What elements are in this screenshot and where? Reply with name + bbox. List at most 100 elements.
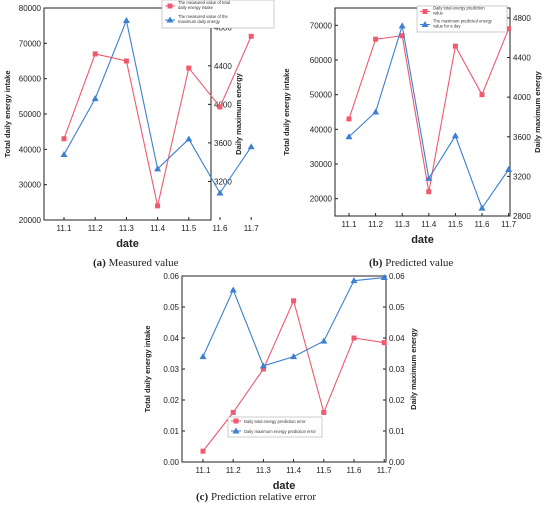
y2-tick-label: 3200: [214, 177, 232, 186]
data-point: [260, 366, 266, 372]
x-tick-label: 11.1: [196, 466, 212, 475]
data-point: [91, 95, 99, 102]
x-tick-label: 11.5: [316, 466, 332, 475]
y-tick-label: 30000: [19, 181, 42, 190]
x-tick-label: 11.7: [377, 466, 393, 475]
data-point: [200, 448, 206, 454]
y-tick-label: 0.04: [163, 334, 179, 343]
chart-predicted-value: 20000 30000 40000 50000 60000 70000 2800 3200 36…: [277, 0, 550, 255]
legend-marker: [421, 21, 429, 27]
data-point: [186, 65, 192, 71]
y-tick-label: 80000: [19, 4, 42, 13]
y2-tick-label: 2800: [513, 212, 531, 221]
legend-box: [227, 416, 323, 438]
caption-text: Prediction relative error: [210, 491, 317, 503]
y2-tick-label: 4400: [214, 62, 232, 71]
y-tick-label: 50000: [19, 110, 42, 119]
data-point: [350, 277, 358, 284]
data-point: [199, 353, 207, 360]
y2-tick-label: 4400: [513, 54, 531, 63]
data-point: [452, 43, 458, 49]
y2-axis-title: Daily maximum energy: [234, 72, 243, 155]
x-tick-label: 11.7: [501, 220, 517, 229]
legend-marker: [233, 418, 239, 424]
data-point: [216, 189, 224, 196]
data-point: [380, 274, 388, 281]
y-tick-label: 30000: [310, 160, 333, 169]
plot-area: 20000 30000 40000 50000 60000 70000 2800 3200 36…: [282, 6, 542, 247]
y2-tick-label: 0.01: [389, 427, 405, 436]
y-tick-label: 0.01: [163, 427, 179, 436]
legend-label-cont: value: [433, 11, 444, 16]
y2-tick-label: 4000: [214, 100, 232, 109]
y-tick-label: 70000: [310, 21, 333, 30]
chart-prediction-relative-error: 0.00 0.01 0.02 0.03 0.04 0.05 0.06 0.00 0.01 0.02…: [140, 270, 418, 492]
data-point: [505, 165, 513, 172]
data-point: [92, 51, 98, 57]
y-tick-label: 40000: [310, 125, 333, 134]
x-tick-label: 11.2: [88, 224, 104, 233]
data-point: [506, 26, 512, 32]
legend-label-cont: daily energy intake: [178, 5, 214, 10]
data-point: [345, 133, 353, 140]
data-point: [229, 286, 237, 293]
data-point: [185, 135, 193, 142]
data-point: [398, 22, 406, 29]
legend-marker: [232, 427, 240, 434]
caption-text: Measured value: [108, 257, 179, 269]
legend-label: Daily maximum energy prediction error: [244, 429, 317, 434]
y-tick-label: 70000: [19, 39, 42, 48]
x-tick-label: 11.5: [181, 224, 197, 233]
x-axis-title: date: [411, 234, 434, 246]
x-tick-label: 11.5: [448, 220, 464, 229]
caption-prediction-relative-error: (c) Prediction relative error: [196, 491, 316, 503]
data-point: [351, 335, 357, 341]
y-tick-label: 0.03: [163, 365, 179, 374]
data-point: [217, 104, 223, 110]
y-tick-label: 50000: [310, 91, 333, 100]
legend-box: [416, 5, 508, 33]
x-tick-label: 11.6: [213, 224, 229, 233]
legend-marker: [166, 16, 174, 23]
legend-box: [161, 0, 275, 29]
data-point: [346, 116, 352, 122]
data-point: [247, 143, 255, 150]
y-tick-label: 0.00: [163, 458, 179, 467]
legend-label: Daily total energy prediction: [433, 6, 485, 11]
y2-tick-label: 0.04: [389, 334, 405, 343]
legend-label: Daily total energy prediction error: [244, 419, 306, 424]
x-tick-label: 11.6: [475, 220, 491, 229]
y2-tick-label: 4800: [513, 14, 531, 23]
plot-area: 20000 30000 40000 50000 60000 70000 80000 3200 3…: [3, 0, 275, 250]
y2-axis-title: Daily maximum energy: [409, 327, 418, 410]
legend-label: The measured value of total: [178, 0, 230, 5]
data-point: [399, 33, 405, 39]
data-point: [155, 203, 161, 209]
y2-axis-title: Daily maximum energy: [533, 70, 542, 153]
data-point: [230, 409, 236, 415]
y2-tick-label: 0.03: [389, 365, 405, 374]
y-tick-label: 0.05: [163, 303, 179, 312]
y2-tick-label: 3200: [513, 172, 531, 181]
data-point: [451, 132, 459, 139]
data-point: [60, 150, 68, 157]
y2-tick-label: 0.00: [389, 458, 405, 467]
legend-label-cont: maximum daily energy: [178, 19, 221, 24]
caption-text: Predicted value: [385, 257, 454, 269]
caption-label: (c): [196, 491, 209, 503]
plot-area: 0.00 0.01 0.02 0.03 0.04 0.05 0.06 0.00 0.01 0.02…: [143, 272, 418, 492]
y-axis-title: Total daily energy intake: [282, 69, 291, 156]
x-tick-label: 11.6: [347, 466, 363, 475]
legend-label-cont: value for a day: [433, 24, 461, 29]
data-point: [479, 92, 485, 98]
x-axis-title: date: [116, 238, 139, 250]
legend-marker: [167, 3, 173, 9]
data-point: [122, 17, 130, 24]
data-point: [259, 362, 267, 369]
y2-tick-label: 0.05: [389, 303, 405, 312]
x-axis-title: date: [273, 480, 296, 492]
data-point: [61, 136, 67, 142]
data-point: [372, 108, 380, 115]
y-axis-title: Total daily energy intake: [3, 71, 12, 158]
